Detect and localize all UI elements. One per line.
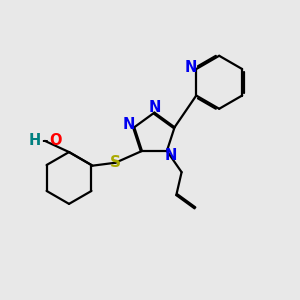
Text: N: N	[123, 117, 135, 132]
Text: H: H	[28, 133, 41, 148]
Text: O: O	[50, 133, 62, 148]
Text: -: -	[41, 133, 48, 148]
Text: N: N	[148, 100, 161, 115]
Text: S: S	[110, 155, 121, 170]
Text: N: N	[185, 60, 197, 75]
Text: N: N	[165, 148, 178, 163]
